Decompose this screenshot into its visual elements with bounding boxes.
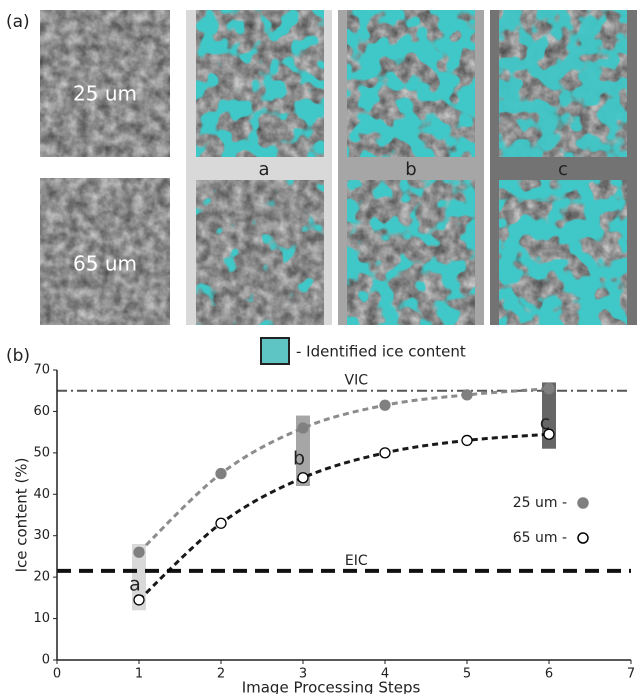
highlight-box	[296, 415, 310, 486]
column-label: c	[558, 159, 568, 180]
legend-label: 65 um -	[513, 530, 567, 546]
y-tick-label: 70	[33, 363, 50, 378]
data-point	[461, 434, 473, 447]
legend-marker	[577, 532, 589, 544]
x-tick-label: 6	[545, 667, 553, 682]
legend-marker	[577, 497, 589, 509]
column-label: b	[405, 159, 416, 180]
ice-overlay	[347, 10, 475, 157]
column-label: a	[258, 159, 269, 180]
reference-label: VIC	[345, 373, 369, 389]
y-tick-label: 40	[33, 487, 50, 502]
legend-text: - Identified ice content	[296, 343, 466, 361]
series-curve	[137, 432, 550, 602]
highlight-label: a	[129, 574, 141, 596]
x-tick-label: 1	[135, 667, 143, 682]
image	[40, 178, 170, 325]
y-tick-label: 10	[33, 611, 50, 626]
y-tick-label: 50	[33, 445, 50, 460]
y-tick-label: 0	[42, 653, 50, 668]
highlight-box	[132, 544, 146, 611]
x-tick-label: 3	[299, 667, 307, 682]
row-label: 25 um	[73, 82, 137, 106]
data-point	[379, 447, 391, 459]
data-point	[215, 517, 227, 529]
panel-label: (a)	[6, 12, 30, 32]
image	[40, 10, 170, 157]
data-point	[215, 467, 227, 480]
data-point	[379, 399, 391, 411]
x-tick-label: 0	[53, 667, 61, 682]
x-axis-label: Image Processing Steps	[242, 679, 421, 695]
ice-overlay	[499, 180, 627, 325]
data-point	[297, 472, 309, 484]
micrographs	[40, 10, 627, 325]
reference-label: EIC	[345, 553, 368, 569]
panel-label: (b)	[6, 346, 30, 366]
y-tick-label: 30	[33, 528, 50, 543]
ice-overlay	[499, 10, 627, 157]
highlight-label: c	[540, 412, 550, 434]
legend-swatch	[260, 337, 290, 365]
data-point	[297, 422, 309, 434]
ice-overlay	[347, 180, 475, 325]
legend-label: 25 um -	[513, 495, 567, 511]
data-point	[543, 382, 555, 395]
data-point	[461, 389, 473, 401]
highlight-label: b	[293, 447, 305, 469]
x-tick-label: 7	[627, 667, 635, 682]
ice-overlay	[196, 10, 324, 157]
y-axis-label: Ice content (%)	[13, 458, 31, 573]
data-point	[543, 428, 555, 440]
ice-overlay	[196, 180, 324, 325]
data-point	[133, 546, 145, 558]
x-tick-label: 5	[463, 667, 471, 682]
x-tick-label: 4	[381, 667, 389, 682]
series-curve	[137, 387, 550, 554]
data-point	[133, 594, 145, 606]
y-tick-label: 20	[33, 570, 50, 585]
x-tick-label: 2	[217, 667, 225, 682]
row-label: 65 um	[73, 252, 137, 276]
y-tick-label: 60	[33, 404, 50, 419]
